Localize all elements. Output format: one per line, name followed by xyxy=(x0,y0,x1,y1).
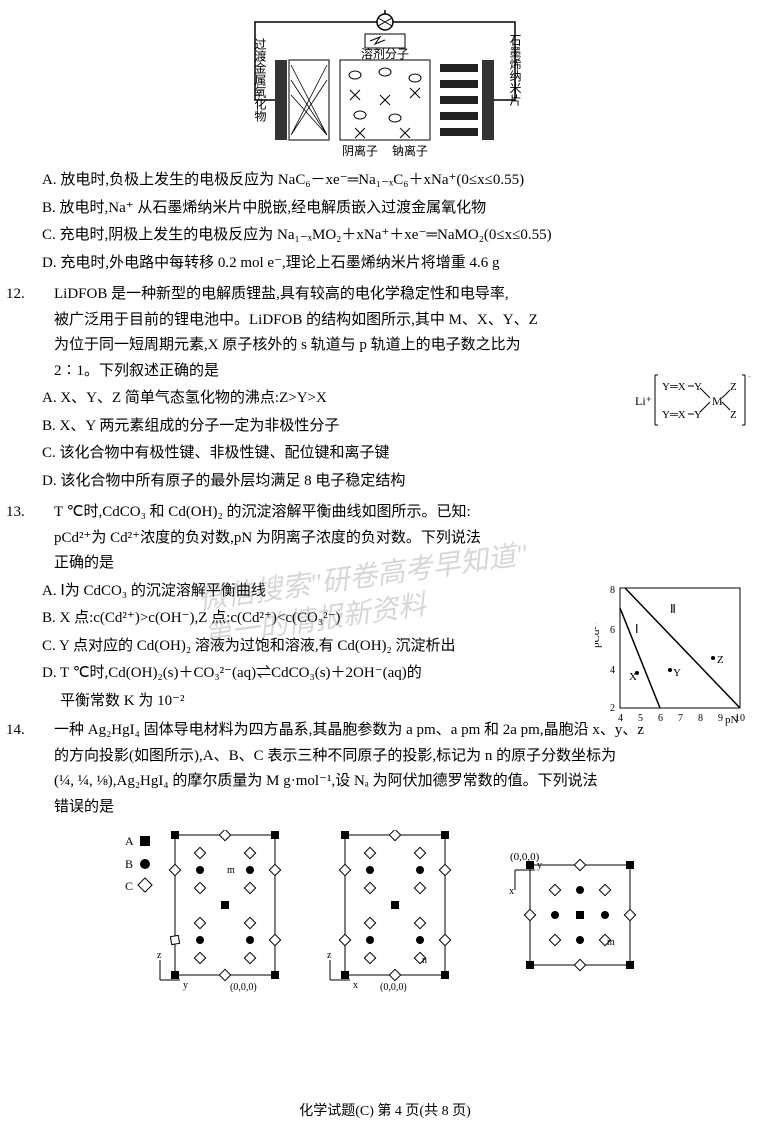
svg-text:y: y xyxy=(183,980,188,991)
svg-text:7: 7 xyxy=(678,713,683,724)
svg-text:5: 5 xyxy=(638,713,643,724)
svg-text:y: y xyxy=(537,860,542,871)
svg-text:X: X xyxy=(629,671,637,683)
left-electrode-label: 过渡金属氧化物 xyxy=(253,38,267,122)
q13-graph: 8 6 4 2 4 5 6 7 8 9 10 Ⅰ Ⅱ X Y Z pCd²⁺ p… xyxy=(595,578,750,728)
svg-text:m: m xyxy=(227,865,235,876)
svg-text:B: B xyxy=(125,857,133,871)
q11-option-b: B. 放电时,Na⁺ 从石墨烯纳米片中脱嵌,经电解质嵌入过渡金属氧化物 xyxy=(30,196,740,222)
svg-text:pCd²⁺: pCd²⁺ xyxy=(595,620,602,648)
q11-option-c: C. 充电时,阴极上发生的电极反应为 Na₁₋ₓMO₂＋xNa⁺＋xe⁻═NaM… xyxy=(30,223,740,249)
q13-text-3: 正确的是 xyxy=(30,551,740,577)
q12-option-d: D. 该化合物中所有原子的最外层均满足 8 电子稳定结构 xyxy=(30,469,740,495)
svg-text:4: 4 xyxy=(610,665,615,676)
svg-text:Y═X: Y═X xyxy=(662,381,686,393)
svg-text:6: 6 xyxy=(658,713,663,724)
q12-text-3: 为位于同一短周期元素,X 原子核外的 s 轨道与 p 轨道上的电子数之比为 xyxy=(30,333,740,359)
svg-text:z: z xyxy=(327,950,332,961)
q13-text-1: T ℃时,CdCO₃ 和 Cd(OH)₂ 的沉淀溶解平衡曲线如图所示。已知: xyxy=(54,504,471,520)
svg-text:C: C xyxy=(125,879,133,893)
q12-number: 12. xyxy=(30,282,54,308)
svg-text:⁻: ⁻ xyxy=(748,373,750,385)
solvent-label: 溶剂分子 xyxy=(361,46,409,61)
q14-number: 14. xyxy=(30,718,54,744)
svg-text:Y: Y xyxy=(694,381,702,393)
q12-text-2: 被广泛用于目前的锂电池中。LiDFOB 的结构如图所示,其中 M、X、Y、Z xyxy=(30,308,740,334)
q13-number: 13. xyxy=(30,500,54,526)
q12-text-1: LiDFOB 是一种新型的电解质锂盐,具有较高的电化学稳定性和电导率, xyxy=(54,286,509,302)
svg-text:A: A xyxy=(125,834,134,848)
svg-text:阴离子: 阴离子 xyxy=(342,143,378,158)
svg-text:Ⅱ: Ⅱ xyxy=(670,602,676,616)
question-14: 14.一种 Ag₂HgI₄ 固体导电材料为四方晶系,其晶胞参数为 a pm、a … xyxy=(30,718,740,820)
lidfob-structure: Li⁺ Y═X Y═X Y Y M Z Z ⁻ xyxy=(630,370,750,430)
svg-text:6: 6 xyxy=(610,625,615,636)
svg-text:2: 2 xyxy=(610,703,615,714)
svg-text:8: 8 xyxy=(610,585,615,596)
battery-cell-diagram: 溶剂分子 过渡金属氧化物 石墨烯纳米片 阴离子 钠离子 xyxy=(225,10,545,160)
svg-text:Y═X: Y═X xyxy=(662,409,686,421)
svg-text:Z: Z xyxy=(717,654,724,666)
svg-text:Li⁺: Li⁺ xyxy=(635,394,652,408)
q14-text-4: 错误的是 xyxy=(30,795,740,821)
q14-text-2: 的方向投影(如图所示),A、B、C 表示三种不同原子的投影,标记为 n 的原子分… xyxy=(30,744,740,770)
q13-text-2: pCd²⁺为 Cd²⁺浓度的负对数,pN 为阴离子浓度的负对数。下列说法 xyxy=(30,526,740,552)
svg-text:n: n xyxy=(422,955,427,966)
svg-text:m: m xyxy=(607,937,615,948)
crystal-projections: A B C xyxy=(30,830,740,995)
svg-text:4: 4 xyxy=(618,713,623,724)
q11-option-a: A. 放电时,负极上发生的电极反应为 NaC₆－xe⁻═Na₁₋ₓC₆＋xNa⁺… xyxy=(30,168,740,194)
svg-text:(0,0,0): (0,0,0) xyxy=(230,982,257,993)
svg-text:(0,0,0): (0,0,0) xyxy=(510,851,540,863)
svg-text:钠离子: 钠离子 xyxy=(392,143,428,158)
svg-text:8: 8 xyxy=(698,713,703,724)
svg-text:(0,0,0): (0,0,0) xyxy=(380,982,407,993)
svg-text:9: 9 xyxy=(718,713,723,724)
svg-text:Z: Z xyxy=(730,409,737,421)
right-electrode-label: 石墨烯纳米片 xyxy=(508,34,522,106)
q14-text-3: (¼, ¼, ⅛),Ag₂HgI₄ 的摩尔质量为 M g·mol⁻¹,设 Nₐ … xyxy=(30,769,740,795)
q12-option-c: C. 该化合物中有极性键、非极性键、配位键和离子键 xyxy=(30,441,740,467)
svg-text:pN: pN xyxy=(725,714,739,726)
svg-text:M: M xyxy=(712,394,723,408)
svg-text:Z: Z xyxy=(730,381,737,393)
svg-text:z: z xyxy=(157,950,162,961)
svg-text:Y: Y xyxy=(673,667,681,679)
page-footer: 化学试题(C) 第 4 页(共 8 页) xyxy=(0,1100,770,1124)
q14-text-1: 一种 Ag₂HgI₄ 固体导电材料为四方晶系,其晶胞参数为 a pm、a pm … xyxy=(54,722,644,738)
svg-text:x: x xyxy=(509,886,514,897)
q11-option-d: D. 充电时,外电路中每转移 0.2 mol e⁻,理论上石墨烯纳米片将增重 4… xyxy=(30,251,740,277)
svg-text:Ⅰ: Ⅰ xyxy=(635,622,639,636)
svg-text:x: x xyxy=(353,980,358,991)
